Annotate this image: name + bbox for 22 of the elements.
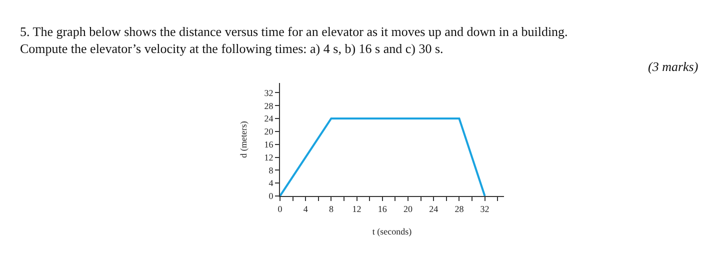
y-tick-label: 24 bbox=[264, 114, 274, 124]
y-axis-title: d (meters) bbox=[238, 121, 249, 158]
x-tick-label: 28 bbox=[454, 204, 464, 214]
x-tick-label: 0 bbox=[278, 204, 283, 214]
x-tick-label: 32 bbox=[480, 204, 490, 214]
y-tick-label: 12 bbox=[264, 152, 274, 162]
x-tick-label: 4 bbox=[303, 204, 308, 214]
x-tick-label: 16 bbox=[378, 204, 388, 214]
chart-title: 5. The graph below shows the distance versus time for an elevator as it moves up and down in a building. Compute the elevator’s velocity at the following times: a) 4 s, b) 16 s and c) 30 s. bbox=[20, 24, 568, 56]
y-tick-label: 20 bbox=[264, 126, 274, 137]
y-tick-label: 8 bbox=[268, 165, 274, 176]
x-axis-title: t (seconds) bbox=[372, 226, 412, 237]
y-tick-label: 28 bbox=[264, 100, 274, 111]
y-tick-label: 4 bbox=[268, 178, 274, 188]
x-tick-label: 20 bbox=[404, 204, 413, 214]
y-tick-label: 32 bbox=[264, 88, 274, 98]
x-tick-label: 24 bbox=[429, 204, 439, 214]
x-tick-label: 8 bbox=[328, 204, 334, 214]
text: (3 marks) bbox=[648, 59, 698, 74]
y-tick-label: 16 bbox=[264, 139, 274, 150]
x-tick-label: 12 bbox=[352, 204, 362, 214]
y-tick-label: 0 bbox=[268, 191, 274, 202]
